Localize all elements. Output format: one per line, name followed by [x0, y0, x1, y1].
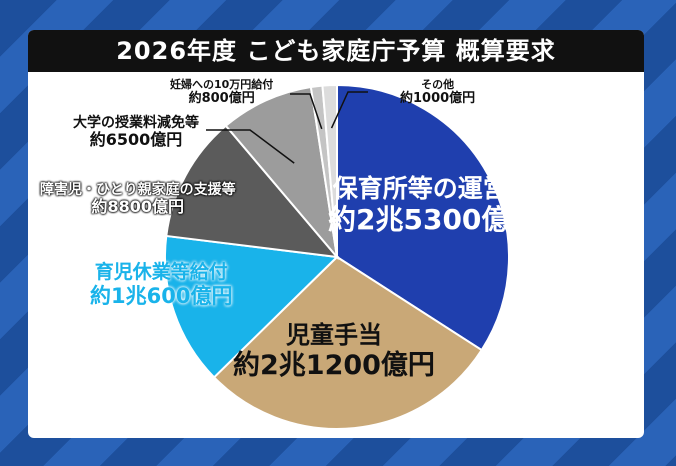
slice-label: 妊婦への10万円給付 — [170, 78, 274, 91]
label-slice-4: 大学の授業料減免等 約6500億円 — [73, 115, 199, 149]
label-slice-0: 保育所等の運営費 約2兆5300億円 — [328, 174, 538, 236]
slice-label: 保育所等の運営費 — [332, 174, 533, 203]
slice-label: 育児休業等給付 — [94, 261, 228, 283]
slice-value: 約2兆1200億円 — [233, 349, 435, 381]
slice-label: 大学の授業料減免等 — [73, 115, 199, 131]
slice-label: 障害児・ひとり親家庭の支援等 — [40, 182, 236, 198]
label-slice-2: 育児休業等給付 約1兆600億円 — [90, 261, 233, 308]
slice-value: 約6500億円 — [89, 130, 183, 150]
pie-slice-6 — [321, 83, 338, 258]
leader-line-6 — [330, 91, 368, 129]
label-slice-1: 児童手当 約2兆1200億円 — [233, 321, 435, 381]
pie-slice-1 — [212, 255, 484, 430]
slice-value: 約8800億円 — [91, 197, 185, 217]
slice-value: 約1000億円 — [400, 90, 476, 106]
label-slice-3: 障害児・ひとり親家庭の支援等 約8800億円 — [40, 182, 236, 216]
leader-line-4 — [206, 129, 295, 164]
slice-value: 約800億円 — [188, 90, 255, 106]
slice-value: 約1兆600億円 — [90, 283, 233, 308]
chart-title: 2026年度 こども家庭庁予算 概算要求 — [28, 30, 644, 72]
pie-chart — [164, 83, 510, 430]
pie-slice-2 — [164, 234, 340, 379]
slice-value: 約2兆5300億円 — [328, 202, 538, 236]
slice-label: 児童手当 — [285, 321, 382, 349]
chart-panel: 2026年度 こども家庭庁予算 概算要求 保育所等の運営費 約2兆5300億円 … — [28, 30, 644, 438]
label-slice-6: その他 約1000億円 — [400, 78, 476, 107]
slice-label: その他 — [421, 78, 455, 91]
leader-line-5 — [290, 93, 323, 130]
label-slice-5: 妊婦への10万円給付 約800億円 — [170, 78, 274, 107]
pie-slice-4 — [224, 85, 339, 261]
